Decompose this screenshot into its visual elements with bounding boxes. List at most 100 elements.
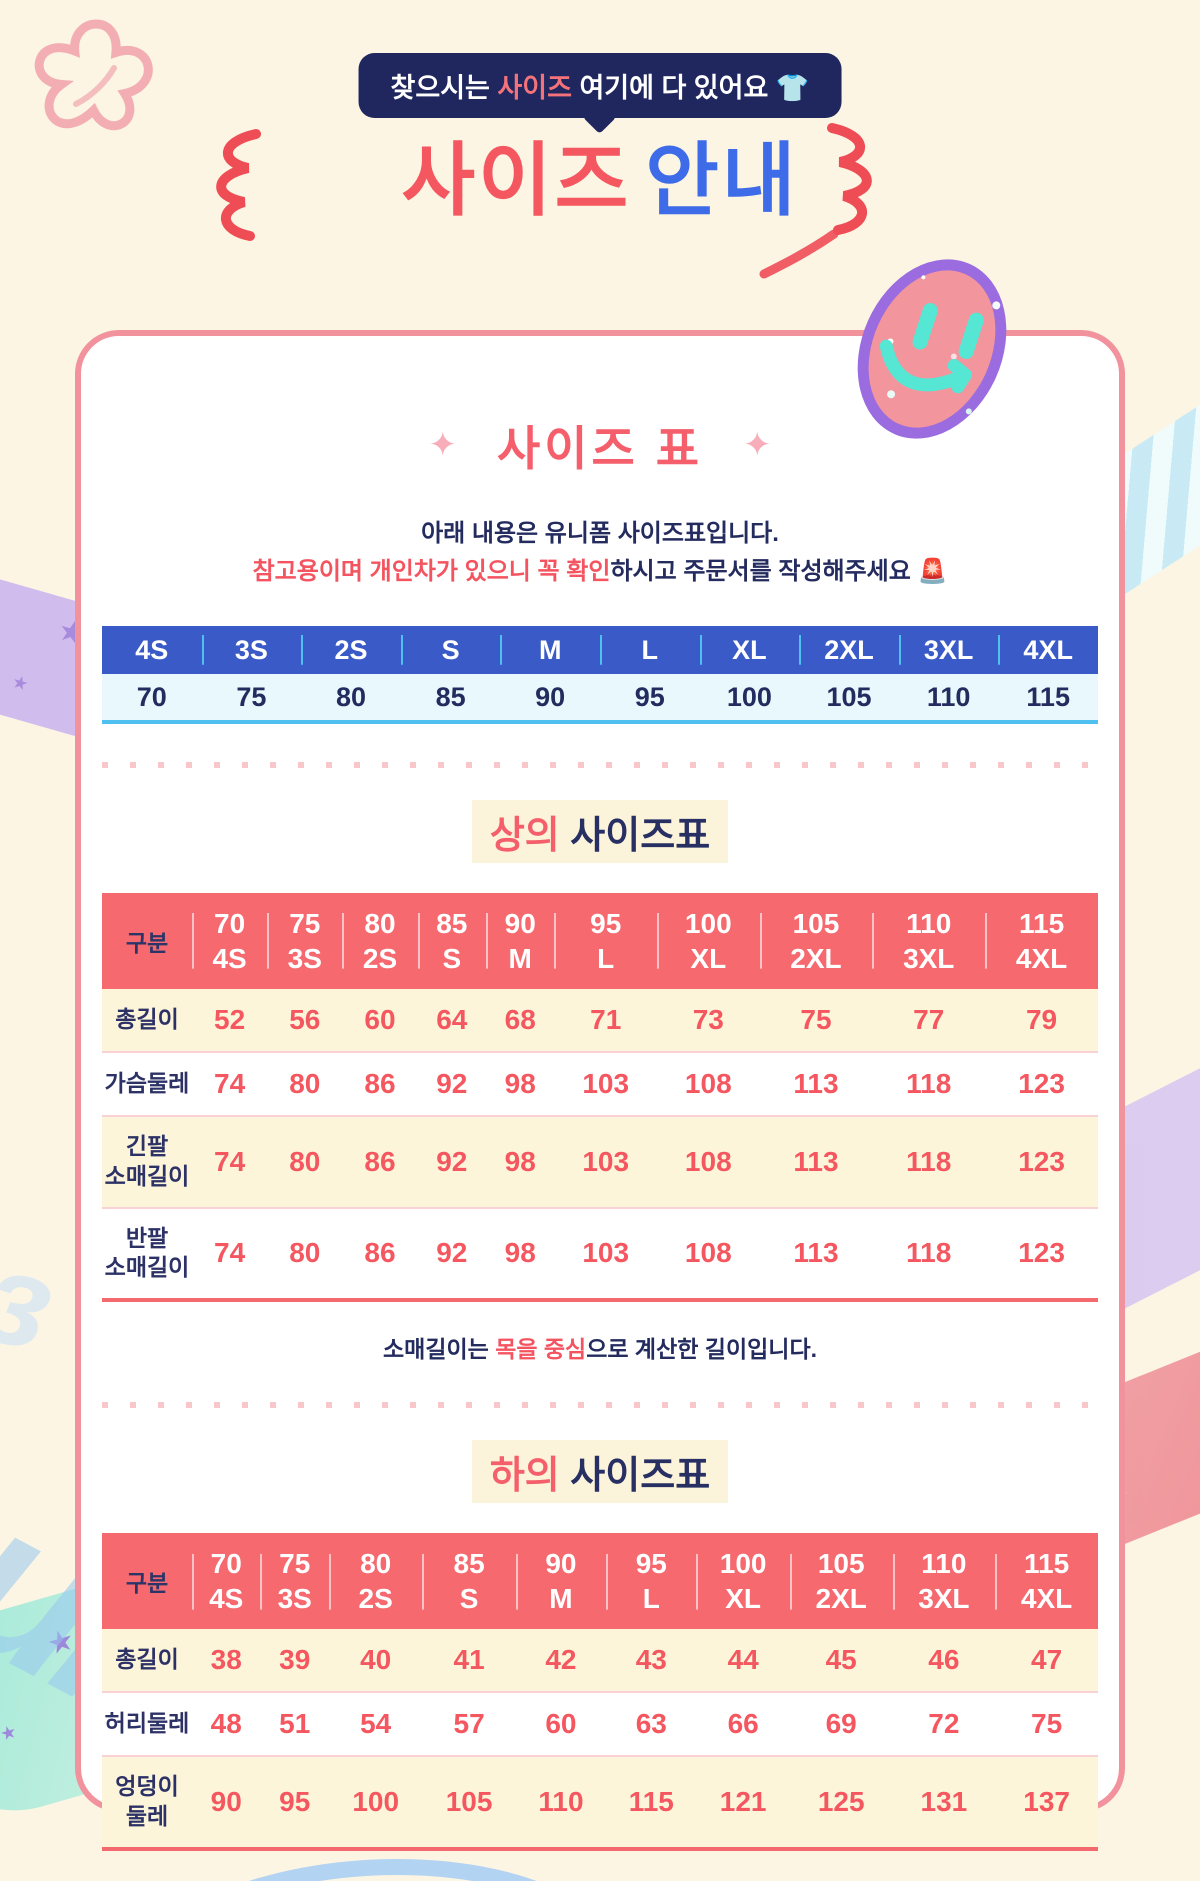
cell-value: 98: [486, 1206, 555, 1301]
sparkle-icon: ✦: [743, 425, 772, 464]
cell-value: 103: [554, 1050, 657, 1116]
cell-value: 113: [759, 1206, 873, 1301]
cell-value: 80: [267, 1206, 343, 1301]
size-label: 3XL: [898, 625, 999, 674]
top-heading-red: 상의: [489, 814, 560, 857]
size-value: 85: [435, 681, 466, 712]
cell-value: 92: [417, 1114, 487, 1208]
desc-line-2: 참고용이며 개인차가 있으니 꼭 확인하시고 주문서를 작성해주세요 🚨: [102, 553, 1098, 591]
cell-value: 92: [417, 1206, 487, 1301]
sleeve-note-red: 목을 중심: [495, 1336, 587, 1363]
cell-value: 115: [606, 1755, 697, 1850]
size-value: 95: [634, 681, 665, 712]
table-column-header: 90 M: [515, 1533, 607, 1630]
cell-value: 51: [260, 1691, 329, 1757]
table-column-header: 70 4S: [192, 1533, 261, 1630]
cell-value: 108: [657, 1206, 760, 1301]
cell-value: 98: [486, 1050, 555, 1116]
cell-value: 123: [985, 1206, 1098, 1301]
siren-icon: 🚨: [917, 558, 948, 586]
tshirt-icon: 👕: [775, 73, 810, 103]
top-heading-navy: 사이즈표: [559, 814, 711, 857]
dotted-divider: [102, 1402, 1098, 1409]
table-row: 총길이 38 39 40 41 42 43 44 45 46 47: [102, 1629, 1098, 1693]
bottom-table-heading: 하의 사이즈표: [102, 1440, 1098, 1504]
top-size-table: 구분 70 4S 75 3S 80 2S 85 S 90 M 95 L 100 XL 105 2XL 110 3XL…: [102, 892, 1098, 1303]
table-column-header: 85 S: [422, 1533, 516, 1630]
cell-value: 44: [727, 1644, 759, 1676]
cell-value: 86: [342, 1206, 418, 1301]
size-label: 4XL: [998, 625, 1098, 674]
size-value: 110: [926, 681, 971, 712]
size-guide-card: ✦ 사이즈 표 ✦ 아래 내용은 유니폼 사이즈표입니다. 참고용이며 개인차가…: [75, 330, 1125, 1852]
cell-value: 125: [789, 1755, 893, 1850]
table-column-header: 100 XL: [657, 892, 760, 989]
cell-value: 86: [342, 1050, 418, 1116]
table-row: 반팔 소매길이 74 80 86 92 98 103 108 113 118 123: [102, 1206, 1098, 1301]
table-corner-label: 구분: [102, 892, 192, 989]
size-label: M: [500, 625, 600, 674]
banner-text-pre: 찾으시는: [390, 73, 498, 103]
cell-value: 68: [504, 1003, 536, 1035]
cell-value: 71: [590, 1003, 622, 1035]
cell-value: 118: [872, 1050, 986, 1116]
size-value: 105: [826, 681, 872, 712]
size-label: XL: [699, 625, 800, 674]
cell-value: 66: [696, 1691, 790, 1757]
size-description: 아래 내용은 유니폼 사이즈표입니다. 참고용이며 개인차가 있으니 꼭 확인하…: [102, 515, 1098, 592]
size-value: 80: [335, 681, 367, 712]
cell-value: 52: [214, 1003, 246, 1035]
cell-value: 123: [985, 1050, 1098, 1116]
cell-value: 43: [635, 1644, 667, 1676]
table-column-header: 80 2S: [342, 892, 418, 989]
cell-value: 54: [328, 1691, 423, 1757]
size-label: L: [599, 625, 700, 674]
cell-value: 110: [515, 1755, 607, 1850]
graffiti-letter-small: ɜ: [0, 1221, 69, 1379]
cell-value: 80: [267, 1114, 343, 1208]
bottom-heading-navy: 사이즈표: [559, 1455, 711, 1498]
cell-value: 92: [417, 1050, 487, 1116]
cell-value: 108: [657, 1114, 760, 1208]
row-label: 긴팔 소매길이: [102, 1114, 192, 1208]
table-column-header: 115 4XL: [985, 892, 1098, 989]
table-column-header: 95 L: [554, 892, 657, 989]
table-header-row: 구분 70 4S 75 3S 80 2S 85 S 90 M 95 L 100 XL 105 2XL 110 3XL…: [102, 892, 1098, 989]
table-column-header: 85 S: [417, 892, 487, 989]
table-column-header: 80 2S: [328, 1533, 423, 1630]
cell-value: 118: [872, 1206, 986, 1301]
star-icon: ★: [9, 671, 31, 695]
cell-value: 80: [267, 1050, 343, 1116]
table-column-header: 100 XL: [696, 1533, 790, 1630]
desc-line2-red: 참고용이며 개인차가 있으니 꼭 확인: [252, 558, 611, 586]
page-title-blue: 안내: [645, 136, 799, 225]
banner-highlight: 사이즈: [497, 73, 572, 103]
table-row: 긴팔 소매길이 74 80 86 92 98 103 108 113 118 123: [102, 1114, 1098, 1208]
size-value: 75: [236, 681, 267, 712]
size-reference-bar: 4S 3S 2S S M L XL 2XL 3XL 4XL 70 75 80 85 90 95 100 105 11…: [102, 625, 1098, 724]
cell-value: 113: [759, 1114, 873, 1208]
size-value: 70: [136, 681, 167, 712]
cell-value: 121: [696, 1755, 790, 1850]
cell-value: 46: [928, 1644, 960, 1676]
size-label: 2S: [301, 625, 401, 674]
cell-value: 41: [453, 1644, 485, 1676]
bottom-size-table: 구분 70 4S 75 3S 80 2S 85 S 90 M 95 L 100 XL 105 2XL 110 3XL…: [102, 1533, 1098, 1852]
sparkle-icon: ✦: [428, 425, 457, 464]
banner-text-post: 여기에 다 있어요: [571, 73, 776, 103]
size-value: 100: [726, 681, 772, 712]
table-column-header: 110 3XL: [892, 1533, 996, 1630]
cell-value: 100: [328, 1755, 423, 1850]
cell-value: 95: [260, 1755, 329, 1850]
cell-value: 123: [985, 1114, 1098, 1208]
cell-value: 113: [759, 1050, 873, 1116]
table-column-header: 105 2XL: [789, 1533, 893, 1630]
cell-value: 64: [436, 1003, 468, 1035]
cell-value: 72: [892, 1691, 996, 1757]
cell-value: 60: [364, 1003, 396, 1035]
table-column-header: 70 4S: [192, 892, 268, 989]
cell-value: 98: [486, 1114, 555, 1208]
size-label: 3S: [201, 625, 302, 674]
size-bar-values: 70 75 80 85 90 95 100 105 110 115: [102, 673, 1098, 720]
cell-value: 118: [872, 1114, 986, 1208]
